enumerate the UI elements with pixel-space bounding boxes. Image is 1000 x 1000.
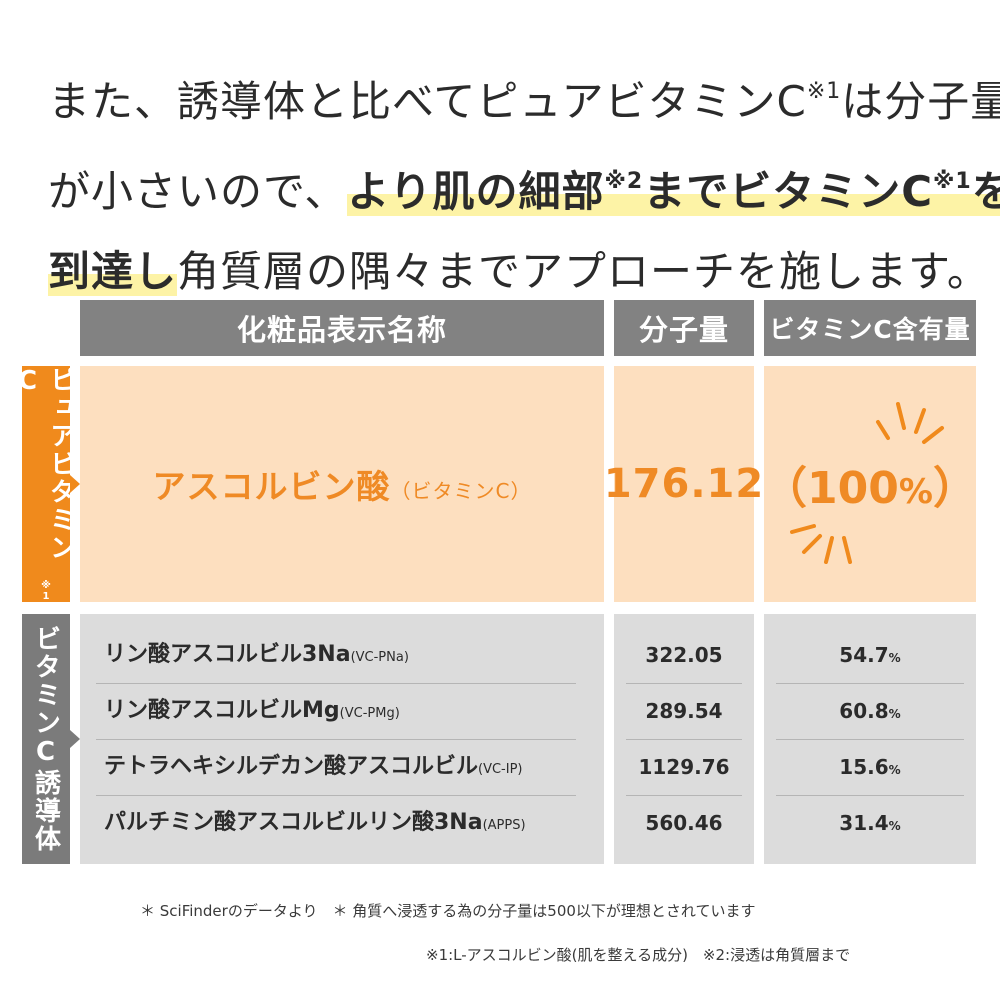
row-divider (96, 739, 576, 740)
headline-line-1: また、誘導体と比べてピュアビタミンC※1は分子量 (48, 52, 1000, 142)
header-vitamin-c-content: ビタミンC含有量 (764, 300, 976, 356)
row-divider (96, 795, 576, 796)
pure-name: アスコルビン酸（ビタミンC） (153, 460, 532, 508)
row-content: 15.6% (764, 740, 976, 794)
percent-unit: % (888, 819, 901, 833)
row-divider (776, 683, 964, 684)
highlight-text: までビタミンC (643, 167, 934, 216)
pure-content-number: 100 (807, 463, 899, 514)
headline-highlight: 到達し (48, 247, 178, 296)
footnote-mark: ※1 (933, 169, 972, 194)
headline-highlight: より肌の細部※2までビタミンC※1を (347, 167, 1000, 216)
row-name: リン酸アスコルビルMg(VC-PMg) (104, 684, 400, 738)
row-divider (626, 739, 742, 740)
pure-content-cell: （100%） (763, 366, 977, 602)
header-molecular-weight: 分子量 (614, 300, 754, 356)
headline: また、誘導体と比べてピュアビタミンC※1は分子量 が小さいので、より肌の細部※2… (48, 52, 1000, 312)
row-code: (VC-IP) (478, 762, 523, 777)
highlight-text: を (971, 167, 1000, 216)
row-divider (626, 795, 742, 796)
pure-content-value: （100%） (763, 452, 977, 516)
footnote-mark: ※2 (604, 169, 644, 194)
percent-unit: % (888, 763, 901, 777)
percent-unit: % (898, 472, 933, 512)
row-name-text: リン酸アスコルビル3Na (104, 642, 351, 667)
row-mw: 1129.76 (638, 755, 730, 779)
pure-group-label-text: ピュアビタミンC (12, 366, 76, 562)
headline-text: が小さいので、 (48, 167, 348, 216)
pure-vitamin-c-label: ピュアビタミンC ※1 (13, 366, 76, 602)
paren-open: （ (763, 463, 808, 514)
percent-unit: % (888, 707, 901, 721)
headline-line-2: が小さいので、より肌の細部※2までビタミンC※1を (48, 142, 1000, 232)
row-name: リン酸アスコルビル3Na(VC-PNa) (104, 628, 409, 682)
table-row: リン酸アスコルビル3Na(VC-PNa) 322.05 54.7% (0, 628, 1000, 682)
row-content-number: 15.6 (839, 755, 889, 779)
footnote-2: ※1:L-アスコルビン酸(肌を整える成分) ※2:浸透は角質層まで (426, 946, 851, 964)
row-mw: 560.46 (645, 811, 723, 835)
headline-text: また、誘導体と比べてピュアビタミンC (48, 77, 807, 126)
row-code: (VC-PMg) (339, 706, 400, 721)
pure-mw-cell: 176.12 (604, 366, 763, 602)
row-content: 54.7% (764, 628, 976, 682)
row-content-number: 54.7 (839, 643, 889, 667)
pure-mw-value: 176.12 (603, 461, 765, 507)
footnote-mark: ※1 (806, 79, 842, 104)
row-content: 31.4% (764, 796, 976, 850)
row-content-number: 60.8 (839, 699, 889, 723)
row-name: テトラヘキシルデカン酸アスコルビル(VC-IP) (104, 740, 523, 794)
paren-close: ） (932, 463, 977, 514)
table-row: リン酸アスコルビルMg(VC-PMg) 289.54 60.8% (0, 684, 1000, 738)
headline-text: は分子量 (841, 77, 1000, 126)
footnote-1: ＊ SciFinderのデータより ＊ 角質へ浸透する為の分子量は500以下が理… (140, 902, 756, 920)
row-content: 60.8% (764, 684, 976, 738)
burst-lines-icon (790, 402, 944, 564)
table-row: パルチミン酸アスコルビルリン酸3Na(APPS) 560.46 31.4% (0, 796, 1000, 850)
pure-name-cell: アスコルビン酸（ビタミンC） (80, 366, 604, 602)
row-divider (776, 739, 964, 740)
row-name: パルチミン酸アスコルビルリン酸3Na(APPS) (104, 796, 526, 850)
footnote-mark: ※1 (40, 580, 52, 602)
row-name-text: パルチミン酸アスコルビルリン酸3Na (104, 810, 483, 835)
row-code: (APPS) (482, 818, 526, 833)
row-divider (626, 683, 742, 684)
percent-unit: % (888, 651, 901, 665)
table-row: テトラヘキシルデカン酸アスコルビル(VC-IP) 1129.76 15.6% (0, 740, 1000, 794)
pure-name-text: アスコルビン酸 (152, 467, 391, 506)
row-name-text: リン酸アスコルビルMg (104, 698, 340, 723)
highlight-text: より肌の細部 (347, 167, 605, 216)
row-divider (776, 795, 964, 796)
pure-group-arrow (70, 475, 80, 493)
row-mw: 322.05 (645, 643, 723, 667)
row-mw: 289.54 (645, 699, 723, 723)
headline-text: 角質層の隅々までアプローチを施します。 (177, 247, 990, 296)
row-code: (VC-PNa) (350, 650, 409, 665)
row-divider (96, 683, 576, 684)
pure-name-sub: （ビタミンC） (390, 479, 532, 503)
row-content-number: 31.4 (839, 811, 889, 835)
derivative-label: ビタミンC誘導体 (22, 614, 70, 864)
headline-line-3: 到達し角質層の隅々までアプローチを施します。 (48, 232, 989, 312)
derivative-group-arrow (70, 730, 80, 748)
row-name-text: テトラヘキシルデカン酸アスコルビル (104, 754, 479, 779)
header-cosmetic-name: 化粧品表示名称 (80, 300, 604, 356)
